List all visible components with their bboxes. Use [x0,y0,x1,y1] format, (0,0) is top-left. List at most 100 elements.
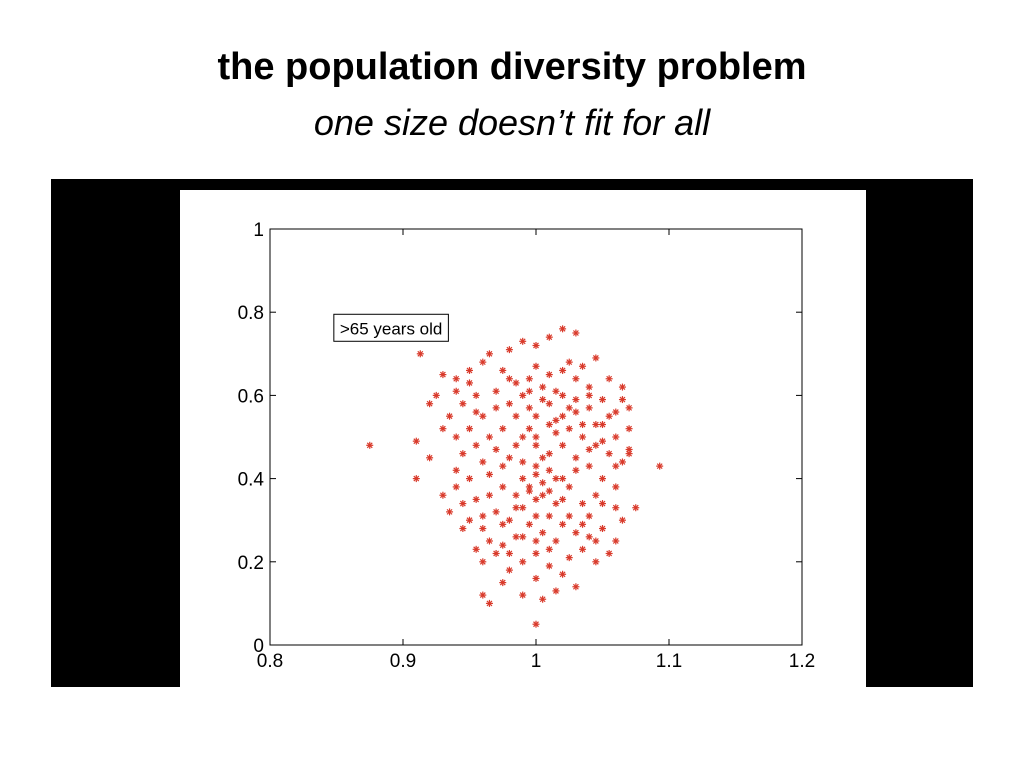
data-point [519,504,527,512]
data-point [592,421,600,429]
data-point [519,475,527,483]
data-point [512,491,520,499]
data-point [552,387,560,395]
data-point [579,362,587,370]
y-axis: 0 0.2 0.4 0.6 0.8 1 [238,220,802,657]
data-point [565,554,573,562]
data-point [452,483,460,491]
data-point [565,425,573,433]
data-point [605,549,613,557]
data-point [479,591,487,599]
data-point [499,579,507,587]
y-tick-label: 0.8 [238,303,264,324]
data-point [572,329,580,337]
data-point [618,458,626,466]
data-point [485,491,493,499]
data-point [559,412,567,420]
data-point [572,529,580,537]
data-point [459,500,467,508]
slide-subtitle: one size doesn’t fit for all [313,102,711,143]
data-point [499,425,507,433]
data-point [492,387,500,395]
data-point [485,470,493,478]
data-point [579,421,587,429]
data-point [439,425,447,433]
y-tick-label: 0 [253,636,264,657]
annotation-label: >65 years old [340,319,443,338]
x-tick-label: 1.1 [656,651,682,672]
data-point [605,450,613,458]
annotation-group: >65 years old [333,313,449,342]
data-point [519,591,527,599]
data-point [552,475,560,483]
data-point [519,533,527,541]
data-point [618,516,626,524]
data-point [479,512,487,520]
data-point [572,408,580,416]
data-point [492,404,500,412]
data-point [559,475,567,483]
data-point [446,412,454,420]
data-point [519,337,527,345]
data-point [585,404,593,412]
data-point [552,500,560,508]
data-point [552,416,560,424]
data-point [472,441,480,449]
data-point [572,454,580,462]
data-point [505,346,513,354]
data-point [366,441,374,449]
data-point [545,371,553,379]
data-point [472,545,480,553]
data-point [612,408,620,416]
x-tick-label: 1.2 [789,651,815,672]
data-point [592,441,600,449]
x-tick-label: 1 [531,651,542,672]
data-point [552,429,560,437]
data-point [532,362,540,370]
figure-canvas: 0.8 0.9 1 1.1 1.2 0 0.2 0.4 0.6 0.8 1 >65 years o… [180,190,866,687]
data-point [532,620,540,628]
data-point [599,525,606,533]
x-tick-label: 0.9 [390,651,416,672]
data-point [499,520,507,528]
data-point [499,541,507,549]
data-point [479,525,487,533]
data-point [485,350,493,358]
data-point [466,475,473,483]
data-point [532,537,540,545]
data-point [466,379,473,387]
data-point [585,445,593,453]
data-point [545,512,553,520]
y-tick-label: 0.6 [238,386,264,407]
data-point [525,425,533,433]
data-point [539,491,547,499]
data-point [532,495,540,503]
data-point [472,408,480,416]
data-point [585,391,593,399]
data-point [459,400,467,408]
data-point [512,441,520,449]
data-point [485,433,493,441]
data-point [632,504,640,512]
data-point [545,545,553,553]
data-point [505,566,513,574]
scatter-plot: 0.8 0.9 1 1.1 1.2 0 0.2 0.4 0.6 0.8 1 >65 years o… [238,220,816,672]
y-tick-label: 0.4 [238,470,265,491]
data-point [585,383,593,391]
data-point [599,421,606,429]
data-point [479,412,487,420]
data-point [532,433,540,441]
data-point [426,400,434,408]
data-point [539,595,547,603]
data-point [505,549,513,557]
data-point [532,549,540,557]
data-point [545,487,553,495]
data-point [432,391,440,399]
data-points [366,325,664,628]
data-point [479,358,487,366]
data-point [592,558,600,566]
data-point [512,379,520,387]
data-point [599,437,606,445]
data-point [466,425,473,433]
data-point [539,454,547,462]
